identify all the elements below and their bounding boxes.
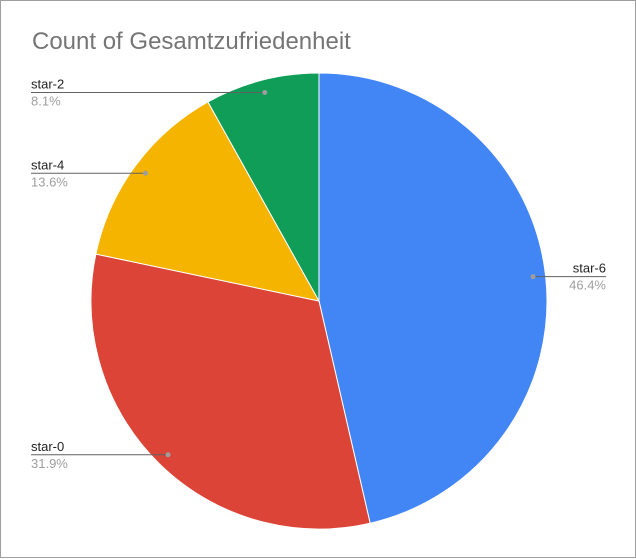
leader-dot-star-6: [530, 274, 536, 280]
slice-percent-star-2: 8.1%: [31, 93, 61, 108]
leader-dot-star-0: [165, 452, 171, 458]
pie-slice-star-4[interactable]: [95, 101, 320, 302]
leader-dot-star-2: [262, 89, 268, 95]
pie-slice-star-2[interactable]: [207, 72, 320, 303]
slice-label-star-6: star-6: [573, 261, 606, 276]
pie-slice-star-6[interactable]: [318, 72, 548, 524]
slice-label-star-0: star-0: [31, 439, 64, 454]
chart-title: Count of Gesamtzufriedenheit: [32, 28, 351, 55]
slice-percent-star-4: 13.6%: [31, 174, 68, 189]
slice-percent-star-0: 31.9%: [31, 456, 68, 471]
pie-slice-star-0[interactable]: [90, 253, 371, 530]
leader-dot-star-4: [142, 170, 148, 176]
slice-percent-star-6: 46.4%: [569, 278, 606, 293]
slice-label-star-2: star-2: [31, 76, 64, 91]
slice-label-star-4: star-4: [31, 157, 64, 172]
